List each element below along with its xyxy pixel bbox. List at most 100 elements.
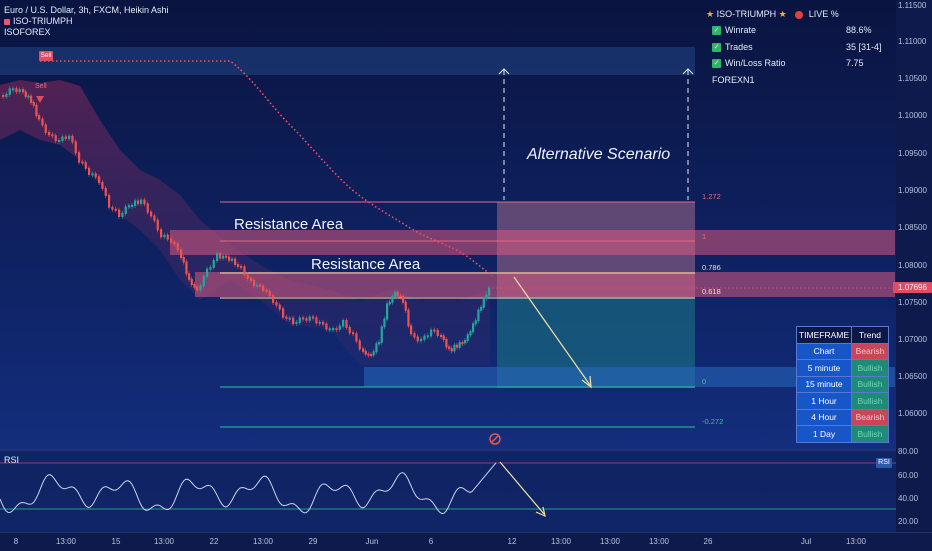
time-tick: Jul	[800, 537, 812, 546]
candle-body	[458, 342, 461, 348]
candle-body	[372, 351, 375, 356]
trend-table-header: TIMEFRAME Trend	[796, 326, 889, 344]
trend-value: Bullish	[851, 425, 889, 443]
candle-body	[278, 304, 281, 310]
projection-arrow	[513, 276, 591, 386]
alt-scenario-label: Alternative Scenario	[527, 146, 671, 163]
candle-body	[256, 284, 259, 287]
candle-body	[71, 135, 74, 143]
candle-body	[143, 199, 146, 205]
star-icon: ★	[706, 9, 715, 19]
candle-body	[190, 278, 193, 285]
price-axis[interactable]: 1.11500 1.11000 1.10500 1.10000 1.09500 …	[896, 0, 932, 550]
rsi-tick: 80.00	[898, 447, 919, 456]
candle-body	[199, 285, 202, 291]
check-icon: ✓	[712, 59, 721, 69]
candle-body	[180, 249, 183, 258]
candle-body	[394, 291, 397, 297]
rsi-pane-bg	[0, 451, 896, 532]
candle-body	[91, 173, 94, 176]
stat-value: 35 [31-4]	[846, 41, 882, 52]
candle-body	[338, 325, 341, 330]
trend-row: 5 minute Bullish	[796, 359, 889, 377]
candle-body	[111, 206, 114, 210]
tv-logo-stroke	[491, 435, 499, 443]
candle-body	[253, 280, 256, 287]
candle-body	[44, 124, 47, 133]
candle-body	[325, 323, 328, 330]
candle-body	[18, 89, 21, 93]
indicator-flag-icon	[4, 18, 10, 25]
price-tick: 1.06000	[898, 409, 927, 418]
candle-body	[265, 289, 268, 292]
candle-body	[482, 297, 485, 308]
candle-body	[272, 294, 275, 303]
candle-body	[469, 331, 472, 336]
time-tick: 15	[111, 537, 121, 546]
resistance-band-lower	[195, 272, 895, 297]
candle-body	[228, 256, 231, 261]
candle-body	[196, 286, 199, 291]
candle-body	[81, 161, 84, 164]
candle-body	[41, 118, 44, 126]
projection-arrow-head	[581, 375, 592, 389]
time-axis[interactable]: 8 13:00 15 13:00 22 13:00 29 Jun 6 12 13…	[0, 532, 932, 551]
stat-label: Winrate	[725, 25, 757, 35]
candle-body	[367, 353, 370, 356]
candle-body	[402, 295, 405, 303]
candle-body	[98, 176, 101, 183]
candle-body	[308, 316, 311, 321]
candle-body	[212, 260, 215, 268]
candle-body	[420, 338, 423, 342]
candle-body	[74, 141, 77, 154]
candle-body	[153, 215, 156, 221]
candle-body	[364, 350, 367, 355]
candle-body	[466, 334, 469, 342]
candle-body	[222, 255, 225, 259]
candle-body	[315, 317, 318, 324]
candle-body	[358, 340, 361, 350]
price-tick: 1.10500	[898, 74, 927, 83]
candle-body	[225, 255, 228, 258]
candle-body	[259, 284, 262, 287]
candle-body	[61, 136, 64, 142]
rsi-tick: 20.00	[898, 517, 919, 526]
candle-body	[477, 309, 480, 322]
candle-body	[51, 134, 54, 137]
candle-body	[250, 277, 253, 282]
candle-body	[94, 173, 97, 178]
candle-body	[163, 234, 166, 238]
candle-body	[391, 295, 394, 303]
candle-body	[312, 316, 315, 319]
candle-body	[108, 195, 111, 208]
candle-body	[5, 93, 8, 98]
candle-body	[137, 200, 140, 204]
price-tick: 1.10000	[898, 111, 927, 120]
candle-body	[246, 274, 249, 279]
candle-body	[216, 253, 219, 262]
candle-body	[416, 336, 419, 342]
time-tick: 13:00	[599, 537, 621, 546]
candle-body	[193, 283, 196, 288]
indicator-name[interactable]: ISO-TRIUMPH	[4, 16, 73, 26]
candle-body	[295, 321, 298, 325]
stat-value: 7.75	[846, 58, 864, 68]
stat-label: Win/Loss Ratio	[725, 58, 786, 68]
star-icon-2: ★	[778, 9, 787, 19]
candle-body	[410, 325, 413, 335]
candle-body	[22, 89, 25, 93]
rsi-line	[0, 462, 497, 515]
price-chart[interactable]	[0, 0, 896, 532]
candle-body	[485, 294, 488, 299]
candle-body	[156, 219, 159, 231]
header-timeframe: TIMEFRAME	[796, 326, 852, 344]
top-sell-zone	[0, 47, 695, 75]
candle-body	[188, 273, 191, 280]
fib-label-0618: 0.618	[702, 287, 721, 296]
support-band	[364, 367, 895, 387]
price-tick: 1.09000	[898, 186, 927, 195]
trend-row: 1 Hour Bullish	[796, 392, 889, 410]
candle-body	[375, 343, 378, 353]
sell-triangle-icon	[36, 96, 44, 103]
